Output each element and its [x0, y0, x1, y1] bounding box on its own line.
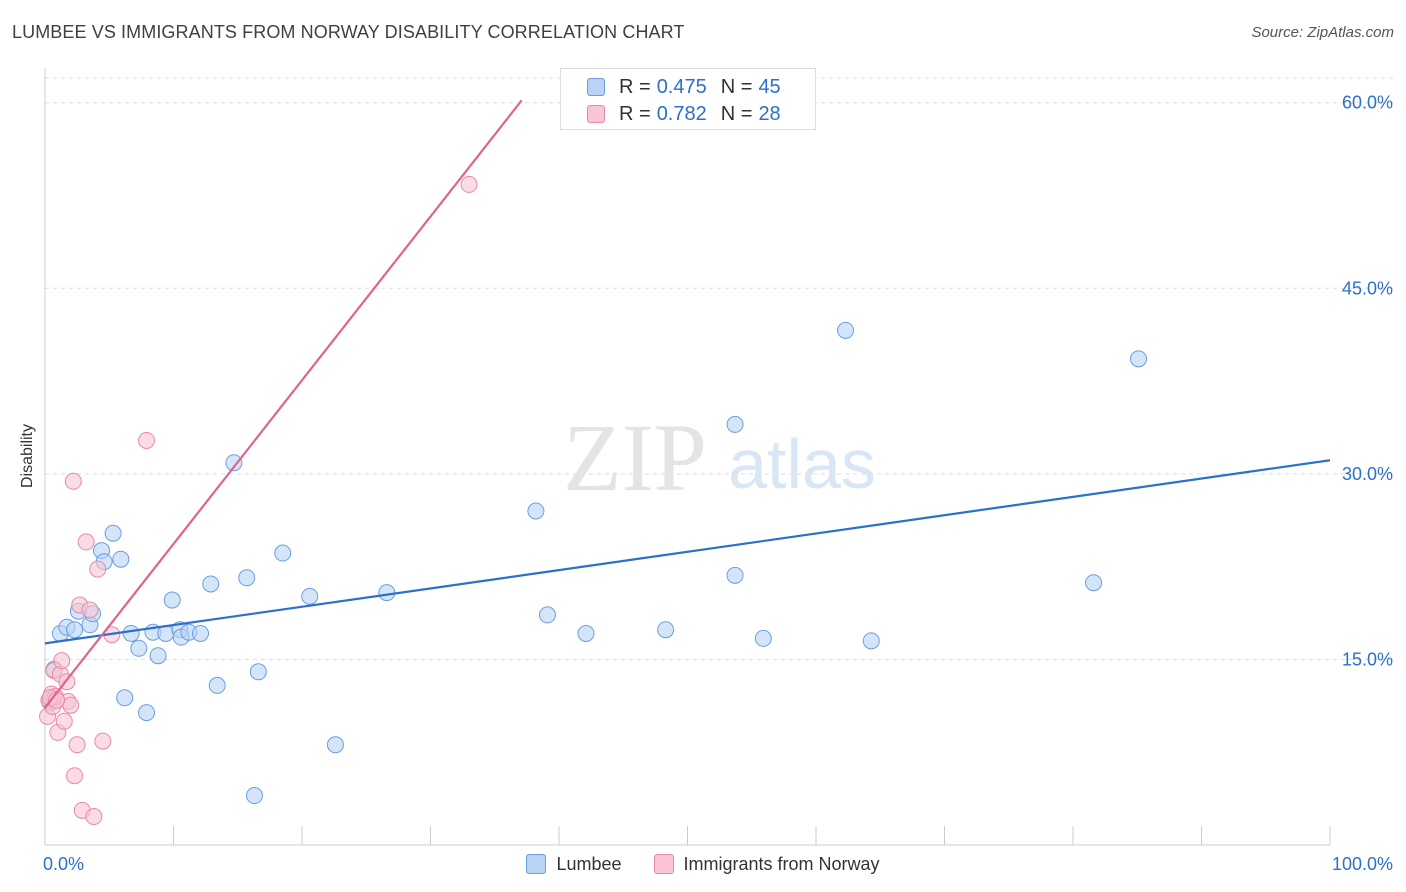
legend-stats: R = 0.475 N = 45 R = 0.782 N = 28	[560, 68, 816, 130]
point-lumbee	[192, 625, 208, 641]
legend-n-label: N =	[721, 76, 753, 99]
point-lumbee	[838, 322, 854, 338]
point-lumbee	[528, 503, 544, 519]
y-tick-label: 60.0%	[1342, 93, 1393, 113]
legend-r-label: R =	[619, 103, 651, 126]
trend-line-norway	[45, 100, 522, 707]
legend-n-label: N =	[721, 103, 753, 126]
point-lumbee	[131, 640, 147, 656]
legend-label-lumbee: Lumbee	[556, 854, 621, 875]
point-norway	[90, 561, 106, 577]
point-lumbee	[250, 664, 266, 680]
legend-swatch-norway	[587, 105, 605, 123]
point-norway	[82, 602, 98, 618]
series-norway	[40, 176, 477, 824]
point-norway	[67, 768, 83, 784]
point-lumbee	[105, 525, 121, 541]
point-lumbee	[139, 705, 155, 721]
point-lumbee	[863, 633, 879, 649]
point-lumbee	[209, 677, 225, 693]
point-lumbee	[113, 551, 129, 567]
point-norway	[461, 176, 477, 192]
legend-r-label: R =	[619, 76, 651, 99]
legend-swatch-lumbee	[587, 78, 605, 96]
chart-plot: ZIP atlas 15.0%30.0%45.0%60.0%0.0% 100.0%	[0, 0, 1406, 892]
point-lumbee	[539, 607, 555, 623]
y-tick-label: 30.0%	[1342, 464, 1393, 484]
point-norway	[54, 653, 70, 669]
point-lumbee	[150, 648, 166, 664]
point-lumbee	[302, 588, 318, 604]
point-lumbee	[1131, 351, 1147, 367]
point-norway	[69, 737, 85, 753]
legend-series: Lumbee Immigrants from Norway	[0, 852, 1406, 876]
legend-n-value: 28	[758, 103, 780, 126]
tick-labels: 15.0%30.0%45.0%60.0%0.0% 100.0%	[43, 93, 1393, 874]
point-lumbee	[246, 788, 262, 804]
point-lumbee	[275, 545, 291, 561]
point-lumbee	[755, 630, 771, 646]
point-lumbee	[658, 622, 674, 638]
point-lumbee	[727, 567, 743, 583]
legend-label-norway: Immigrants from Norway	[684, 854, 880, 875]
watermark-atlas: atlas	[728, 425, 876, 503]
series-lumbee	[42, 322, 1146, 803]
point-norway	[95, 733, 111, 749]
watermark-zip: ZIP	[563, 404, 707, 511]
point-lumbee	[164, 592, 180, 608]
point-norway	[78, 534, 94, 550]
legend-swatch-norway	[654, 854, 674, 874]
point-lumbee	[239, 570, 255, 586]
point-lumbee	[1086, 575, 1102, 591]
point-lumbee	[727, 416, 743, 432]
legend-item-lumbee[interactable]: Lumbee	[526, 854, 621, 875]
point-norway	[65, 473, 81, 489]
legend-swatch-lumbee	[526, 854, 546, 874]
point-lumbee	[379, 585, 395, 601]
legend-item-norway[interactable]: Immigrants from Norway	[654, 854, 880, 875]
y-tick-label: 45.0%	[1342, 278, 1393, 298]
point-lumbee	[123, 625, 139, 641]
legend-r-value: 0.475	[657, 76, 707, 99]
point-norway	[63, 697, 79, 713]
legend-row-norway: R = 0.782 N = 28	[587, 102, 781, 126]
point-lumbee	[578, 625, 594, 641]
point-lumbee	[117, 690, 133, 706]
point-norway	[86, 809, 102, 825]
legend-r-value: 0.782	[657, 103, 707, 126]
legend-row-lumbee: R = 0.475 N = 45	[587, 75, 781, 99]
point-lumbee	[67, 622, 83, 638]
point-lumbee	[203, 576, 219, 592]
point-norway	[139, 432, 155, 448]
legend-n-value: 45	[758, 76, 780, 99]
point-norway	[56, 713, 72, 729]
point-lumbee	[327, 737, 343, 753]
y-tick-label: 15.0%	[1342, 649, 1393, 669]
